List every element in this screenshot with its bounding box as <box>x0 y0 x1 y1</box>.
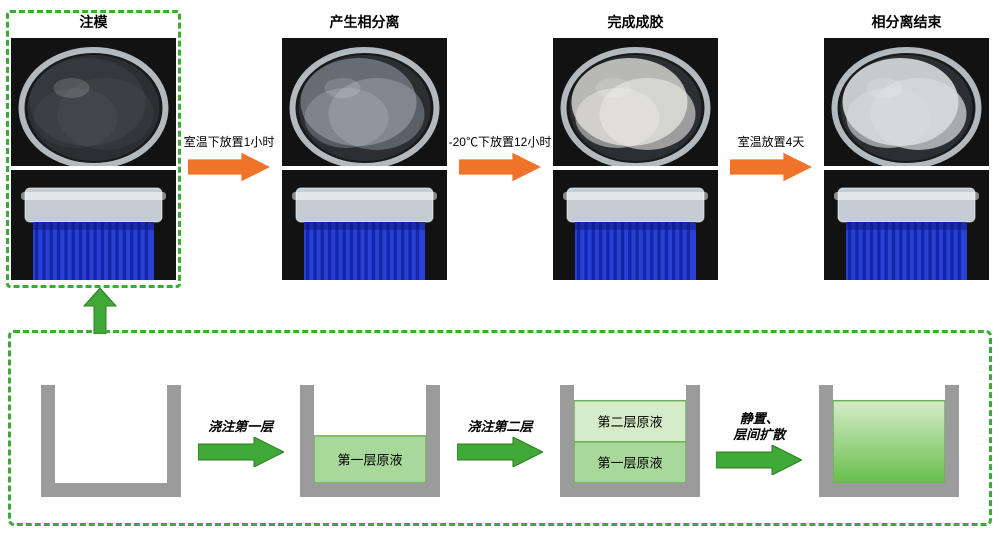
stage-1-jar-photo <box>11 170 176 280</box>
bottom-dashed-panel: 浇注第一层 第一层原液 浇注第二层 第二层原液 第一层原液 静置、层间扩散 <box>8 330 992 526</box>
mold-4 <box>819 385 959 502</box>
arrow-2: -20℃下放置12小时 <box>448 133 552 182</box>
green-arrow-2-label: 浇注第二层 <box>467 419 532 435</box>
arrow-3-label: 室温放置4天 <box>738 133 805 150</box>
stage-3-dish-photo <box>553 38 718 166</box>
stage-2-jar-photo <box>282 170 447 280</box>
stage-4-title: 相分离结束 <box>872 12 942 32</box>
mold-2: 第一层原液 <box>300 385 440 502</box>
mold-1 <box>41 385 181 502</box>
arrow-1: 室温下放置1小时 <box>177 133 281 182</box>
arrow-2-label: -20℃下放置12小时 <box>449 133 552 150</box>
green-arrow-1-label: 浇注第一层 <box>208 419 273 435</box>
up-connector-arrow-icon <box>80 288 120 334</box>
stage-2: 产生相分离 <box>281 12 448 284</box>
orange-arrow-icon <box>730 152 812 182</box>
green-arrow-2: 浇注第二层 <box>457 419 543 467</box>
stage-4-dish-photo <box>824 38 989 166</box>
green-arrow-icon <box>457 437 543 467</box>
arrow-1-label: 室温下放置1小时 <box>184 133 275 150</box>
orange-arrow-icon <box>459 152 541 182</box>
svg-text:第一层原液: 第一层原液 <box>597 455 662 470</box>
mold-3: 第二层原液 第一层原液 <box>560 385 700 502</box>
stage-3-jar-photo <box>553 170 718 280</box>
svg-text:第一层原液: 第一层原液 <box>338 452 403 467</box>
stage-1-dish-photo <box>11 38 176 166</box>
stage-4-jar-photo <box>824 170 989 280</box>
stage-1-title: 注模 <box>80 12 108 32</box>
orange-arrow-icon <box>188 152 270 182</box>
bottom-process-row: 浇注第一层 第一层原液 浇注第二层 第二层原液 第一层原液 静置、层间扩散 <box>41 383 959 503</box>
stage-4: 相分离结束 <box>823 12 990 284</box>
stage-2-dish-photo <box>282 38 447 166</box>
stage-1: 注模 <box>10 12 177 284</box>
green-arrow-icon <box>716 445 802 475</box>
stage-3: 完成成胶 <box>552 12 719 284</box>
green-arrow-1: 浇注第一层 <box>198 419 284 467</box>
green-arrow-icon <box>198 437 284 467</box>
green-arrow-3: 静置、层间扩散 <box>716 411 802 476</box>
top-process-row: 注模 室温下放置1小时 产生相分离 <box>10 8 990 288</box>
stage-2-title: 产生相分离 <box>330 12 400 32</box>
stage-3-title: 完成成胶 <box>608 12 664 32</box>
svg-text:第二层原液: 第二层原液 <box>597 414 662 429</box>
green-arrow-3-label: 静置、层间扩散 <box>733 411 785 444</box>
arrow-3: 室温放置4天 <box>719 133 823 182</box>
